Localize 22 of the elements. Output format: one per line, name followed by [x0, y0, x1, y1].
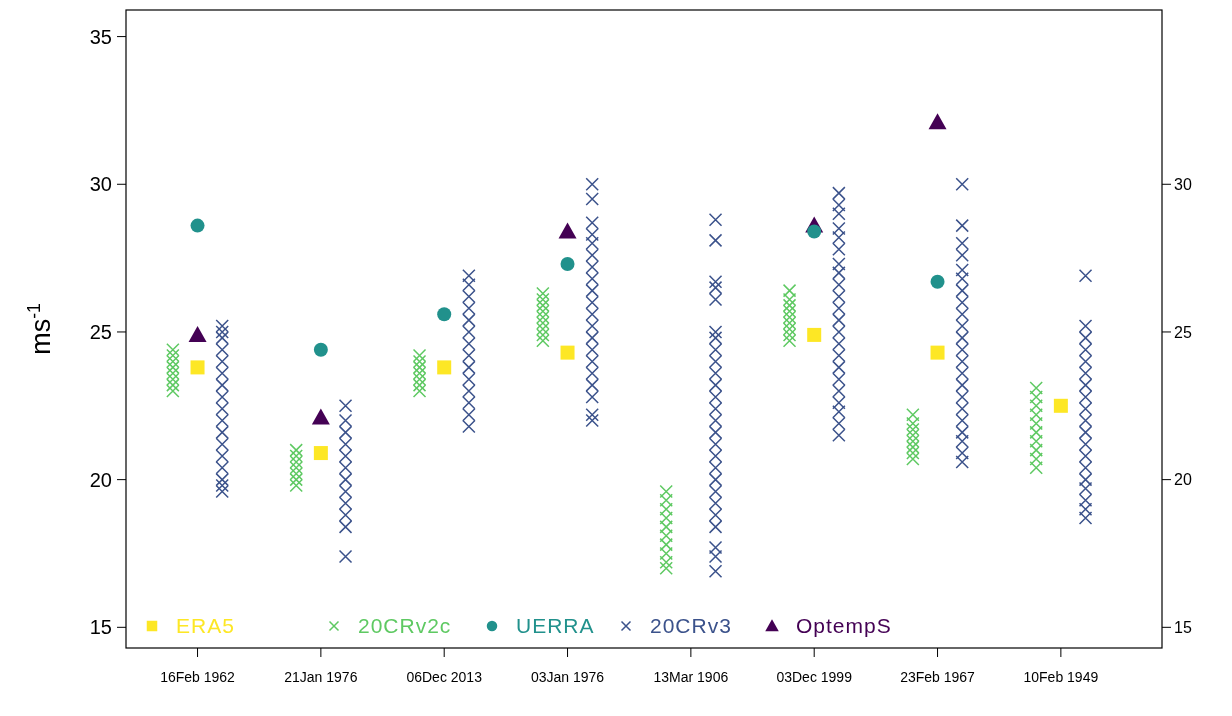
y-tick-label: 30 [89, 173, 112, 196]
x-tick-label: 06Dec 2013 [406, 669, 483, 685]
y-tick-label: 20 [89, 468, 112, 491]
y2-tick-label: 15 [1174, 618, 1192, 636]
x-tick-label: 10Feb 1949 [1023, 669, 1099, 685]
y2-tick-label: 25 [1174, 323, 1192, 341]
y-tick-label: 25 [89, 320, 112, 343]
legend-label: OptempS [796, 614, 892, 638]
y2-tick-label: 20 [1174, 471, 1192, 489]
legend-label: 20CRv2c [358, 614, 452, 638]
x-tick-label: 21Jan 1976 [284, 669, 358, 685]
legend-label: ERA5 [176, 614, 235, 638]
x-tick-label: 03Jan 1976 [530, 669, 605, 685]
x-tick-label: 16Feb 1962 [160, 669, 236, 685]
x-tick-label: 23Feb 1967 [900, 669, 976, 685]
x-tick-label: 03Dec 1999 [776, 669, 853, 685]
y-tick-label: 15 [89, 616, 112, 639]
y2-tick-label: 30 [1174, 175, 1192, 193]
legend-label: UERRA [516, 614, 595, 638]
y-tick-label: 35 [89, 25, 112, 48]
x-tick-label: 13Mar 1906 [653, 669, 729, 685]
legend-label: 20CRv3 [650, 614, 732, 638]
